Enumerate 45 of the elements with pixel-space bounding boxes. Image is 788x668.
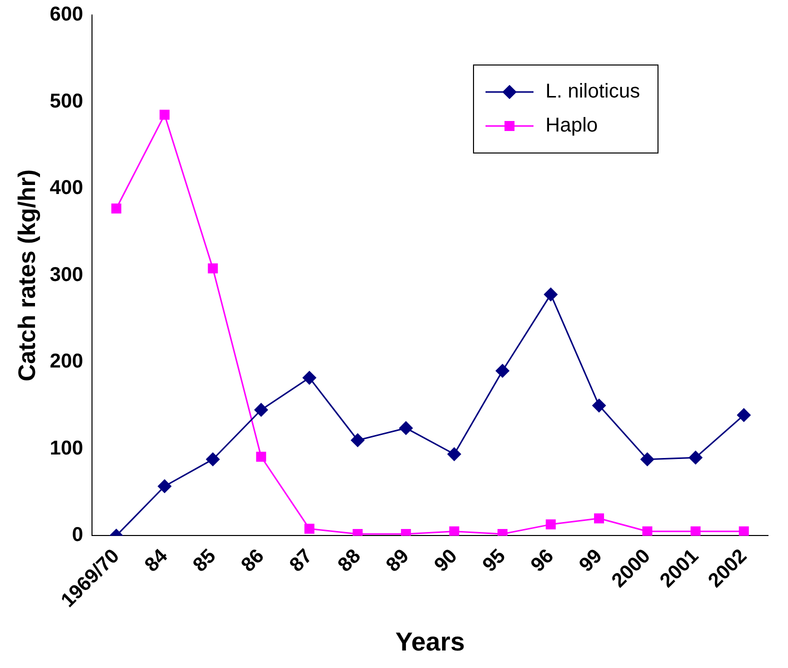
point [688,450,702,464]
x-tick-label: 90 [430,545,462,576]
y-tick-label: 0 [72,524,84,546]
x-axis-title: Years [395,626,465,657]
point [544,288,558,302]
point [206,452,220,466]
y-axis-title: Catch rates (kg/hr) [14,169,42,382]
point [690,526,701,536]
point [304,524,314,534]
y-tick-label: 200 [50,350,84,373]
point [496,364,510,378]
point [256,452,266,462]
y-tick-label: 400 [50,177,84,200]
point [642,526,652,536]
x-tick-label: 87 [286,545,317,576]
y-tick-label: 100 [50,437,84,460]
point [737,408,751,422]
point [158,479,172,493]
x-tick-label: 84 [140,544,173,576]
legend-label: L. niloticus [546,80,640,103]
point [546,519,556,530]
point [640,452,654,466]
point [449,526,460,536]
point [594,513,604,524]
x-tick-label: 86 [237,545,269,576]
point [208,263,218,274]
point [302,371,316,385]
x-tick-label: 99 [575,545,606,576]
x-tick-label: 96 [526,545,558,576]
point [350,433,364,447]
point [447,447,461,461]
point [738,526,749,536]
x-tick-label: 95 [478,545,510,576]
point [111,204,122,214]
legend-label: Haplo [546,114,598,137]
point [592,398,606,412]
x-tick-label: 88 [334,545,366,576]
x-tick-label: 85 [189,545,220,576]
point [254,403,268,417]
point [399,421,413,435]
x-tick-label: 89 [382,545,414,576]
y-tick-label: 600 [50,4,84,26]
y-tick-label: 300 [50,264,84,286]
y-tick-label: 500 [50,90,84,112]
point [160,110,170,120]
